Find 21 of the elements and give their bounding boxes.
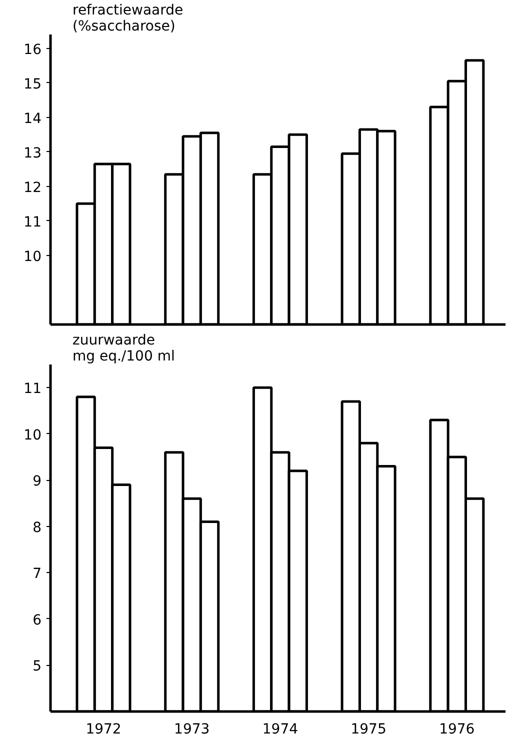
y-tick-label: 13 <box>24 145 42 162</box>
x-tick-label: 1974 <box>262 722 298 738</box>
y-axis-title: refractiewaarde (%saccharose) <box>72 2 184 34</box>
x-tick-label: 1976 <box>439 722 475 738</box>
y-tick-label: 5 <box>32 658 42 675</box>
y-tick-label: 11 <box>24 214 42 230</box>
y-axis-title: zuurwaarde mg eq./100 ml <box>72 332 175 364</box>
y-tick-label: 7 <box>32 566 42 582</box>
x-tick-label: 1975 <box>350 722 386 738</box>
x-tick-label: 1973 <box>174 722 210 738</box>
y-tick-label: 9 <box>32 474 42 490</box>
y-tick-label: 14 <box>24 110 42 127</box>
y-tick-label: 15 <box>24 76 42 92</box>
y-tick-label: 16 <box>24 42 42 58</box>
y-tick-label: 6 <box>32 612 42 628</box>
y-tick-label: 11 <box>24 381 42 398</box>
y-tick-label: 10 <box>24 248 42 265</box>
x-tick-label: 1972 <box>86 722 122 738</box>
y-tick-label: 12 <box>24 180 42 196</box>
y-tick-label: 8 <box>32 520 42 536</box>
y-tick-label: 10 <box>24 427 42 444</box>
